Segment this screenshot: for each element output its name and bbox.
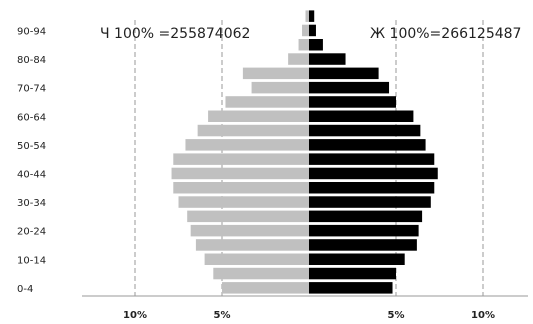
y-tick-labels: 0-4 10-14 20-24 30-34 40-44 50-54 60-64 70-74 80… — [17, 26, 46, 294]
male-bar-75-79 — [242, 67, 309, 80]
y-tick-label: 40-44 — [17, 169, 46, 180]
male-bar-65-69 — [225, 96, 309, 108]
x-tick-label: 5% — [388, 310, 405, 321]
female-bar-25-29 — [309, 210, 423, 223]
female-bar-95+ — [309, 10, 315, 22]
female-bar-5-9 — [309, 267, 396, 280]
male-bar-50-54 — [185, 139, 309, 151]
female-bar-85-89 — [309, 39, 323, 51]
male-bar-20-24 — [190, 224, 309, 237]
bars — [171, 10, 438, 294]
male-bar-35-39 — [173, 182, 309, 194]
y-tick-label: 70-74 — [17, 84, 46, 95]
y-tick-label: 80-84 — [17, 55, 46, 66]
female-bar-45-49 — [309, 153, 435, 165]
y-tick-label: 10-14 — [17, 255, 46, 266]
male-bar-25-29 — [187, 210, 309, 223]
y-tick-label: 20-24 — [17, 227, 46, 238]
female-bar-65-69 — [309, 96, 396, 108]
male-bar-45-49 — [173, 153, 309, 165]
x-tick-label: 5% — [214, 310, 231, 321]
female-total-annotation: Ж 100%=266125487 — [370, 26, 521, 42]
female-bar-90-94 — [309, 24, 316, 37]
male-bar-30-34 — [178, 196, 309, 208]
male-bar-60-64 — [208, 110, 309, 122]
female-bar-60-64 — [309, 110, 414, 122]
female-bar-35-39 — [309, 182, 435, 194]
male-bar-95+ — [305, 10, 309, 22]
male-bar-0-4 — [222, 282, 309, 294]
male-bar-70-74 — [251, 81, 309, 94]
male-bar-40-44 — [171, 167, 309, 180]
x-tick-label: 10% — [123, 310, 147, 321]
female-bar-0-4 — [309, 282, 393, 294]
female-bar-30-34 — [309, 196, 431, 208]
female-bar-70-74 — [309, 81, 390, 94]
x-tick-labels: 10% 5% 5% 10% — [123, 310, 495, 321]
female-bar-80-84 — [309, 53, 346, 65]
y-tick-label: 90-94 — [17, 26, 46, 37]
female-bar-40-44 — [309, 167, 438, 180]
female-bar-75-79 — [309, 67, 379, 80]
female-bar-20-24 — [309, 224, 419, 237]
female-bar-55-59 — [309, 124, 421, 137]
male-bar-80-84 — [288, 53, 309, 65]
x-tick-label: 10% — [471, 310, 495, 321]
male-bar-55-59 — [197, 124, 309, 137]
male-bar-15-19 — [195, 239, 309, 251]
female-bar-15-19 — [309, 239, 417, 251]
male-total-annotation: Ч 100% =255874062 — [100, 26, 250, 42]
female-bar-50-54 — [309, 139, 426, 151]
y-tick-label: 60-64 — [17, 112, 46, 123]
male-bar-85-89 — [298, 39, 309, 51]
y-tick-label: 30-34 — [17, 198, 46, 209]
female-bar-10-14 — [309, 253, 405, 265]
y-tick-label: 50-54 — [17, 141, 46, 152]
male-bar-10-14 — [204, 253, 309, 265]
y-tick-label: 0-4 — [17, 284, 33, 295]
male-bar-90-94 — [302, 24, 309, 37]
male-bar-5-9 — [213, 267, 309, 280]
